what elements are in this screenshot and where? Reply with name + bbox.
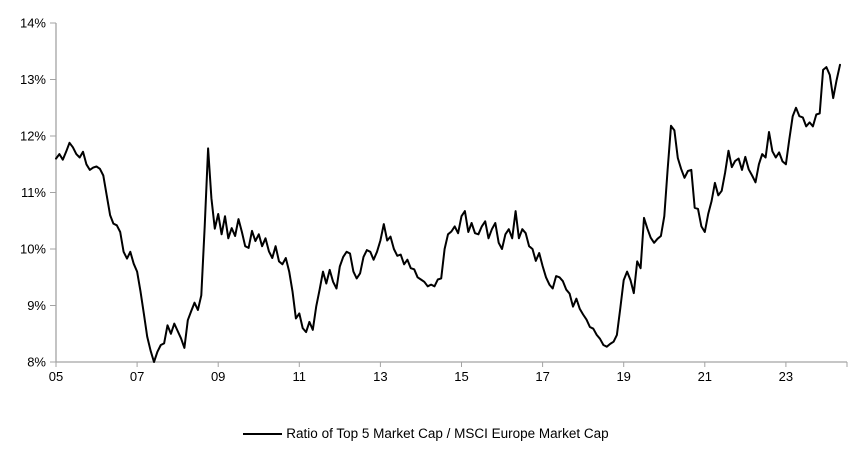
x-axis-label: 21: [698, 369, 712, 384]
chart-canvas: 8% 9% 10% 11% 12% 13% 14% 05 07 09 11 13 15 17 19 21 23: [20, 16, 848, 384]
y-axis-label: 11%: [21, 185, 46, 200]
x-axis-label: 07: [130, 369, 144, 384]
y-axis-label: 9%: [27, 298, 46, 313]
y-axis-label: 10%: [20, 242, 46, 257]
x-axis-label: 13: [373, 369, 387, 384]
legend-label: Ratio of Top 5 Market Cap / MSCI Europe …: [286, 426, 609, 441]
y-axis-label: 14%: [20, 16, 46, 31]
x-axis-label: 23: [779, 369, 793, 384]
y-axis-label: 13%: [20, 72, 46, 87]
legend-line-swatch: [243, 432, 283, 435]
x-axis-label: 17: [535, 369, 549, 384]
x-axis-label: 11: [293, 369, 307, 384]
x-axis-label: 15: [454, 369, 468, 384]
y-axis-label: 12%: [20, 129, 46, 144]
x-axis-label: 09: [211, 369, 225, 384]
x-axis-label: 05: [49, 369, 63, 384]
ratio-series-line: [55, 63, 841, 363]
ratio-line-chart: 8% 9% 10% 11% 12% 13% 14% 05 07 09 11 13 15 17 19 21 23: [20, 16, 848, 384]
legend: Ratio of Top 5 Market Cap / MSCI Europe …: [0, 426, 852, 441]
y-axis-label: 8%: [27, 355, 46, 370]
x-axis-label: 19: [616, 369, 630, 384]
